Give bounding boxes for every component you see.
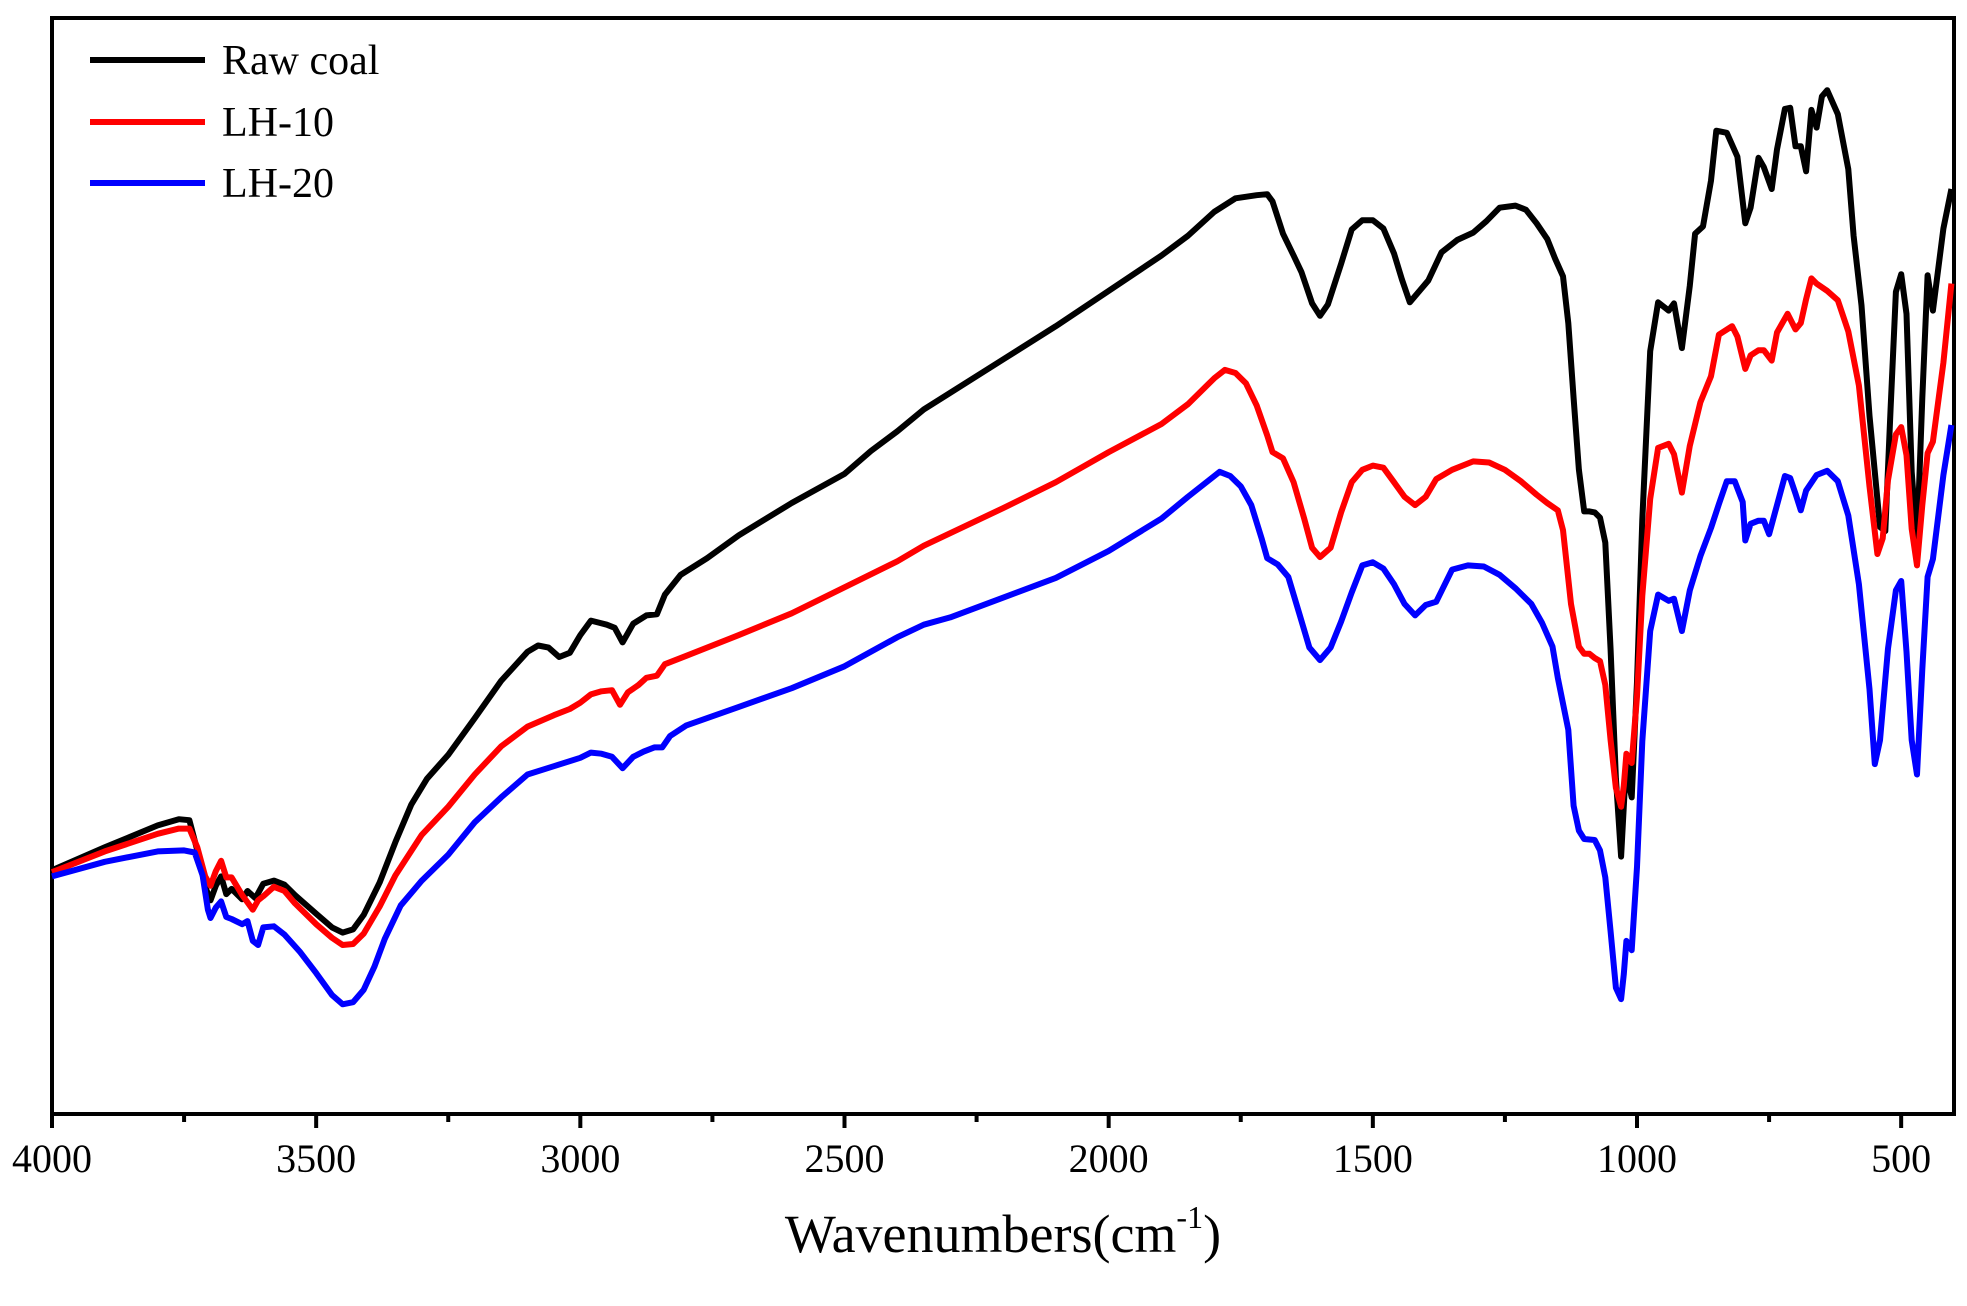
x-axis-title-superscript: -1 [1176, 1199, 1203, 1235]
x-tick-label: 3500 [276, 1136, 356, 1181]
legend-label-raw-coal: Raw coal [222, 38, 379, 84]
x-axis-ticks [52, 1114, 1901, 1128]
legend: Raw coal LH-10 LH-20 [90, 38, 379, 207]
x-axis-title: Wavenumbers(cm-1) [785, 1199, 1221, 1264]
x-axis-title-close: ) [1203, 1204, 1221, 1264]
ftir-chart: 4000 3500 3000 2500 2000 1500 1000 500 Wavenumb… [0, 0, 1967, 1306]
x-tick-label: 2500 [805, 1136, 885, 1181]
x-tick-label: 3000 [540, 1136, 620, 1181]
x-axis-tick-labels: 4000 3500 3000 2500 2000 1500 1000 500 [12, 1136, 1931, 1181]
x-axis-title-main: Wavenumbers(cm [785, 1204, 1177, 1264]
series-line-lh-10 [52, 278, 1951, 945]
series-group [52, 90, 1951, 1004]
x-tick-label: 500 [1871, 1136, 1931, 1181]
legend-label-lh-10: LH-10 [222, 100, 334, 146]
x-tick-label: 1500 [1333, 1136, 1413, 1181]
x-tick-label: 1000 [1597, 1136, 1677, 1181]
x-tick-label: 2000 [1069, 1136, 1149, 1181]
x-tick-label: 4000 [12, 1136, 92, 1181]
legend-label-lh-20: LH-20 [222, 161, 334, 207]
plot-frame [52, 18, 1954, 1114]
